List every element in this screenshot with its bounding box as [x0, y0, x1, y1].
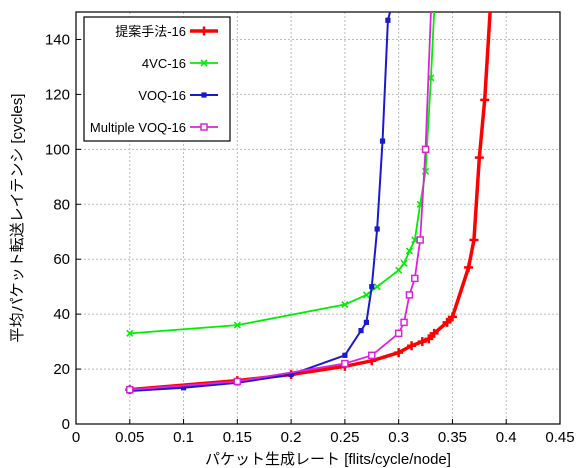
x-marker — [373, 283, 381, 291]
series-1 — [126, 12, 436, 337]
plus-marker — [464, 262, 474, 272]
x-axis-label: パケット生成レート [flits/cycle/node] — [205, 451, 451, 468]
y-tick-label: 140 — [45, 31, 70, 48]
legend-label: 提案手法-16 — [115, 24, 186, 39]
square-marker — [358, 328, 364, 334]
open-square-marker — [405, 291, 414, 299]
square-marker — [363, 319, 369, 325]
y-tick-label: 100 — [45, 141, 70, 158]
open-square-marker — [421, 145, 430, 154]
plus-marker — [474, 153, 484, 163]
legend-label: VOQ-16 — [138, 88, 186, 103]
open-square-marker — [368, 351, 376, 360]
axes: 0 0.05 0.1 0.15 0.2 0.25 0.3 0.35 0.4 0.45 0 20 40 60… — [9, 11, 575, 468]
y-tick-label: 80 — [53, 196, 70, 213]
marker-stroke — [400, 259, 408, 267]
plus-marker — [199, 26, 209, 36]
open-square-marker — [126, 385, 134, 394]
legend-label: Multiple VOQ-16 — [90, 120, 186, 135]
plus-marker — [407, 341, 417, 351]
plus-marker — [469, 235, 479, 245]
y-tick-label: 120 — [45, 86, 70, 103]
plus-marker — [447, 312, 457, 322]
series-clip-group — [125, 12, 492, 395]
open-square-marker — [400, 318, 408, 327]
open-square-marker — [200, 123, 208, 131]
square-marker — [342, 352, 348, 358]
legend-label: 4VC-16 — [142, 56, 186, 71]
plus-marker — [442, 317, 452, 327]
x-tick-label: 0.25 — [330, 429, 359, 446]
x-tick-label: 0.15 — [223, 429, 252, 446]
plus-marker — [424, 334, 434, 344]
square-marker — [201, 92, 207, 98]
marker-stroke — [233, 321, 241, 329]
marker-stroke — [362, 291, 370, 299]
marker-stroke — [126, 329, 134, 337]
marker-stroke — [395, 266, 403, 274]
series-layer — [125, 12, 492, 395]
marker-stroke — [341, 300, 349, 309]
x-tick-label: 0.35 — [438, 429, 467, 446]
square-marker — [288, 371, 294, 378]
series-line — [129, 12, 392, 393]
y-axis-label: 平均パケット転送レイテンシ [cycles] — [9, 94, 26, 343]
marker-stroke — [405, 247, 413, 255]
x-marker — [200, 59, 208, 67]
open-square-marker — [416, 236, 424, 244]
open-square-marker — [394, 329, 403, 338]
y-tick-label: 40 — [53, 306, 70, 323]
plot-frame — [75, 11, 561, 425]
x-marker — [405, 247, 413, 255]
square-marker — [369, 284, 375, 290]
x-marker — [400, 259, 408, 267]
square-marker — [379, 138, 386, 144]
x-tick-label: 0.05 — [115, 429, 144, 446]
y-tick-label: 60 — [53, 251, 70, 268]
x-marker — [395, 266, 403, 274]
square-marker — [385, 17, 391, 23]
plus-marker — [417, 337, 427, 347]
x-marker — [126, 329, 134, 337]
x-marker — [233, 321, 241, 329]
square-marker — [180, 385, 187, 391]
x-marker — [362, 291, 370, 299]
open-square-marker — [341, 359, 349, 368]
legend-box — [83, 16, 231, 142]
grid — [76, 12, 560, 424]
x-tick-label: 0.45 — [545, 429, 574, 446]
y-tick-label: 20 — [53, 361, 70, 378]
x-tick-label: 0 — [72, 429, 80, 446]
square-marker — [374, 226, 380, 232]
x-tick-label: 0.4 — [496, 429, 517, 446]
open-square-marker — [411, 274, 419, 283]
open-square-marker — [233, 377, 242, 386]
x-marker — [341, 300, 349, 309]
x-tick-label: 0.3 — [388, 429, 409, 446]
series-3 — [126, 12, 432, 394]
marker-stroke — [373, 283, 381, 291]
x-tick-label: 0.2 — [281, 429, 302, 446]
x-tick-label: 0.1 — [173, 429, 194, 446]
y-tick-label: 0 — [62, 416, 70, 433]
plus-marker — [480, 95, 490, 105]
marker-stroke — [200, 59, 208, 67]
legend: 提案手法-16 4VC-16 VOQ-16 Multiple VOQ-16 — [83, 16, 231, 142]
plus-marker — [394, 348, 404, 358]
plus-marker — [429, 328, 439, 338]
